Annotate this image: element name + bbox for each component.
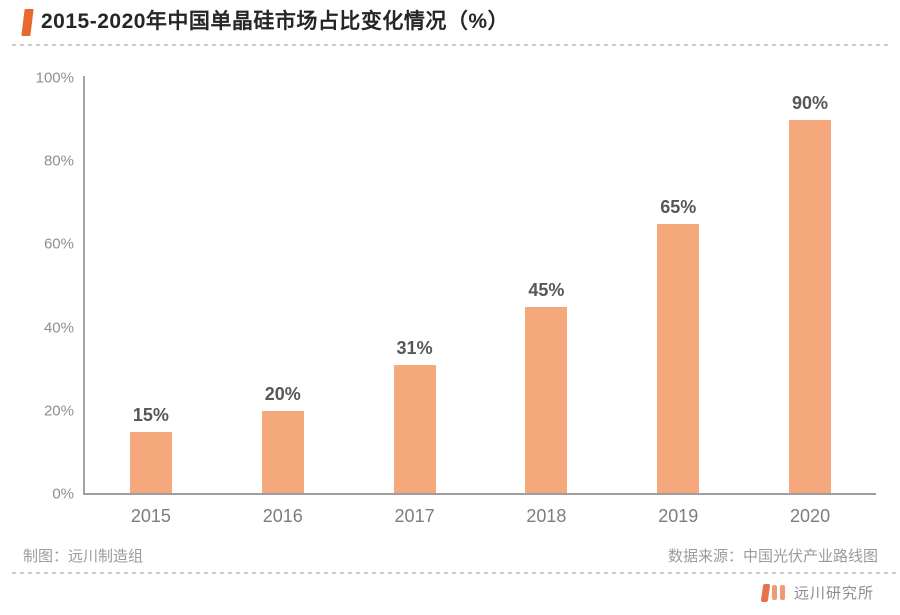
logo-bar-icon — [760, 583, 771, 602]
bar-value-label: 31% — [396, 338, 433, 359]
bar-value-label: 20% — [264, 383, 301, 404]
bar-column: 45% — [480, 78, 612, 494]
footer-divider — [12, 572, 898, 574]
y-tick-label: 60% — [43, 235, 74, 253]
y-axis-line — [83, 76, 85, 494]
brand-logo: 远川研究所 — [760, 582, 874, 603]
bar — [129, 431, 172, 494]
header-divider — [12, 44, 890, 46]
x-category-label: 2016 — [262, 506, 303, 526]
y-tick-label: 0% — [52, 485, 74, 503]
x-axis-line — [83, 493, 876, 495]
x-category-label: 2017 — [394, 506, 435, 526]
x-category-label: 2018 — [526, 506, 567, 526]
chart-title: 2015-2020年中国单晶硅市场占比变化情况（%） — [41, 10, 510, 33]
bar-column: 20% — [217, 78, 349, 494]
bar-column: 31% — [349, 78, 481, 494]
y-tick-label: 80% — [43, 152, 74, 170]
bar — [789, 119, 832, 494]
brand-name: 远川研究所 — [793, 585, 874, 602]
y-tick-label: 40% — [43, 319, 74, 337]
credit-text: 制图：远川制造组 — [23, 548, 144, 565]
y-axis: 0% 20% 40% 60% 80% 100% — [0, 70, 74, 503]
bar — [525, 306, 568, 494]
x-category-label: 2020 — [790, 506, 831, 526]
bar-value-label: 45% — [528, 279, 565, 300]
bar — [261, 410, 304, 494]
bar-value-label: 90% — [792, 92, 829, 113]
logo-bars-icon — [760, 583, 785, 602]
x-category-label: 2019 — [658, 506, 699, 526]
data-source-text: 数据来源：中国光伏产业路线图 — [667, 548, 878, 565]
x-axis: 2015 2016 2017 2018 2019 2020 — [85, 506, 876, 527]
plot-area: 15% 20% 31% 45% 65% 90% — [85, 78, 876, 494]
bar-value-label: 15% — [132, 404, 169, 425]
y-tick-label: 100% — [35, 69, 74, 87]
bar — [657, 223, 700, 494]
bar-value-label: 65% — [660, 196, 697, 217]
logo-bar-icon — [779, 585, 785, 600]
logo-bar-icon — [771, 585, 777, 600]
bar-column: 15% — [85, 78, 217, 494]
x-category-label: 2015 — [130, 506, 171, 526]
bar — [393, 365, 436, 494]
y-tick-label: 20% — [43, 402, 74, 420]
bar-column: 65% — [612, 78, 744, 494]
title-marker-icon — [21, 9, 34, 36]
bar-column: 90% — [744, 78, 876, 494]
